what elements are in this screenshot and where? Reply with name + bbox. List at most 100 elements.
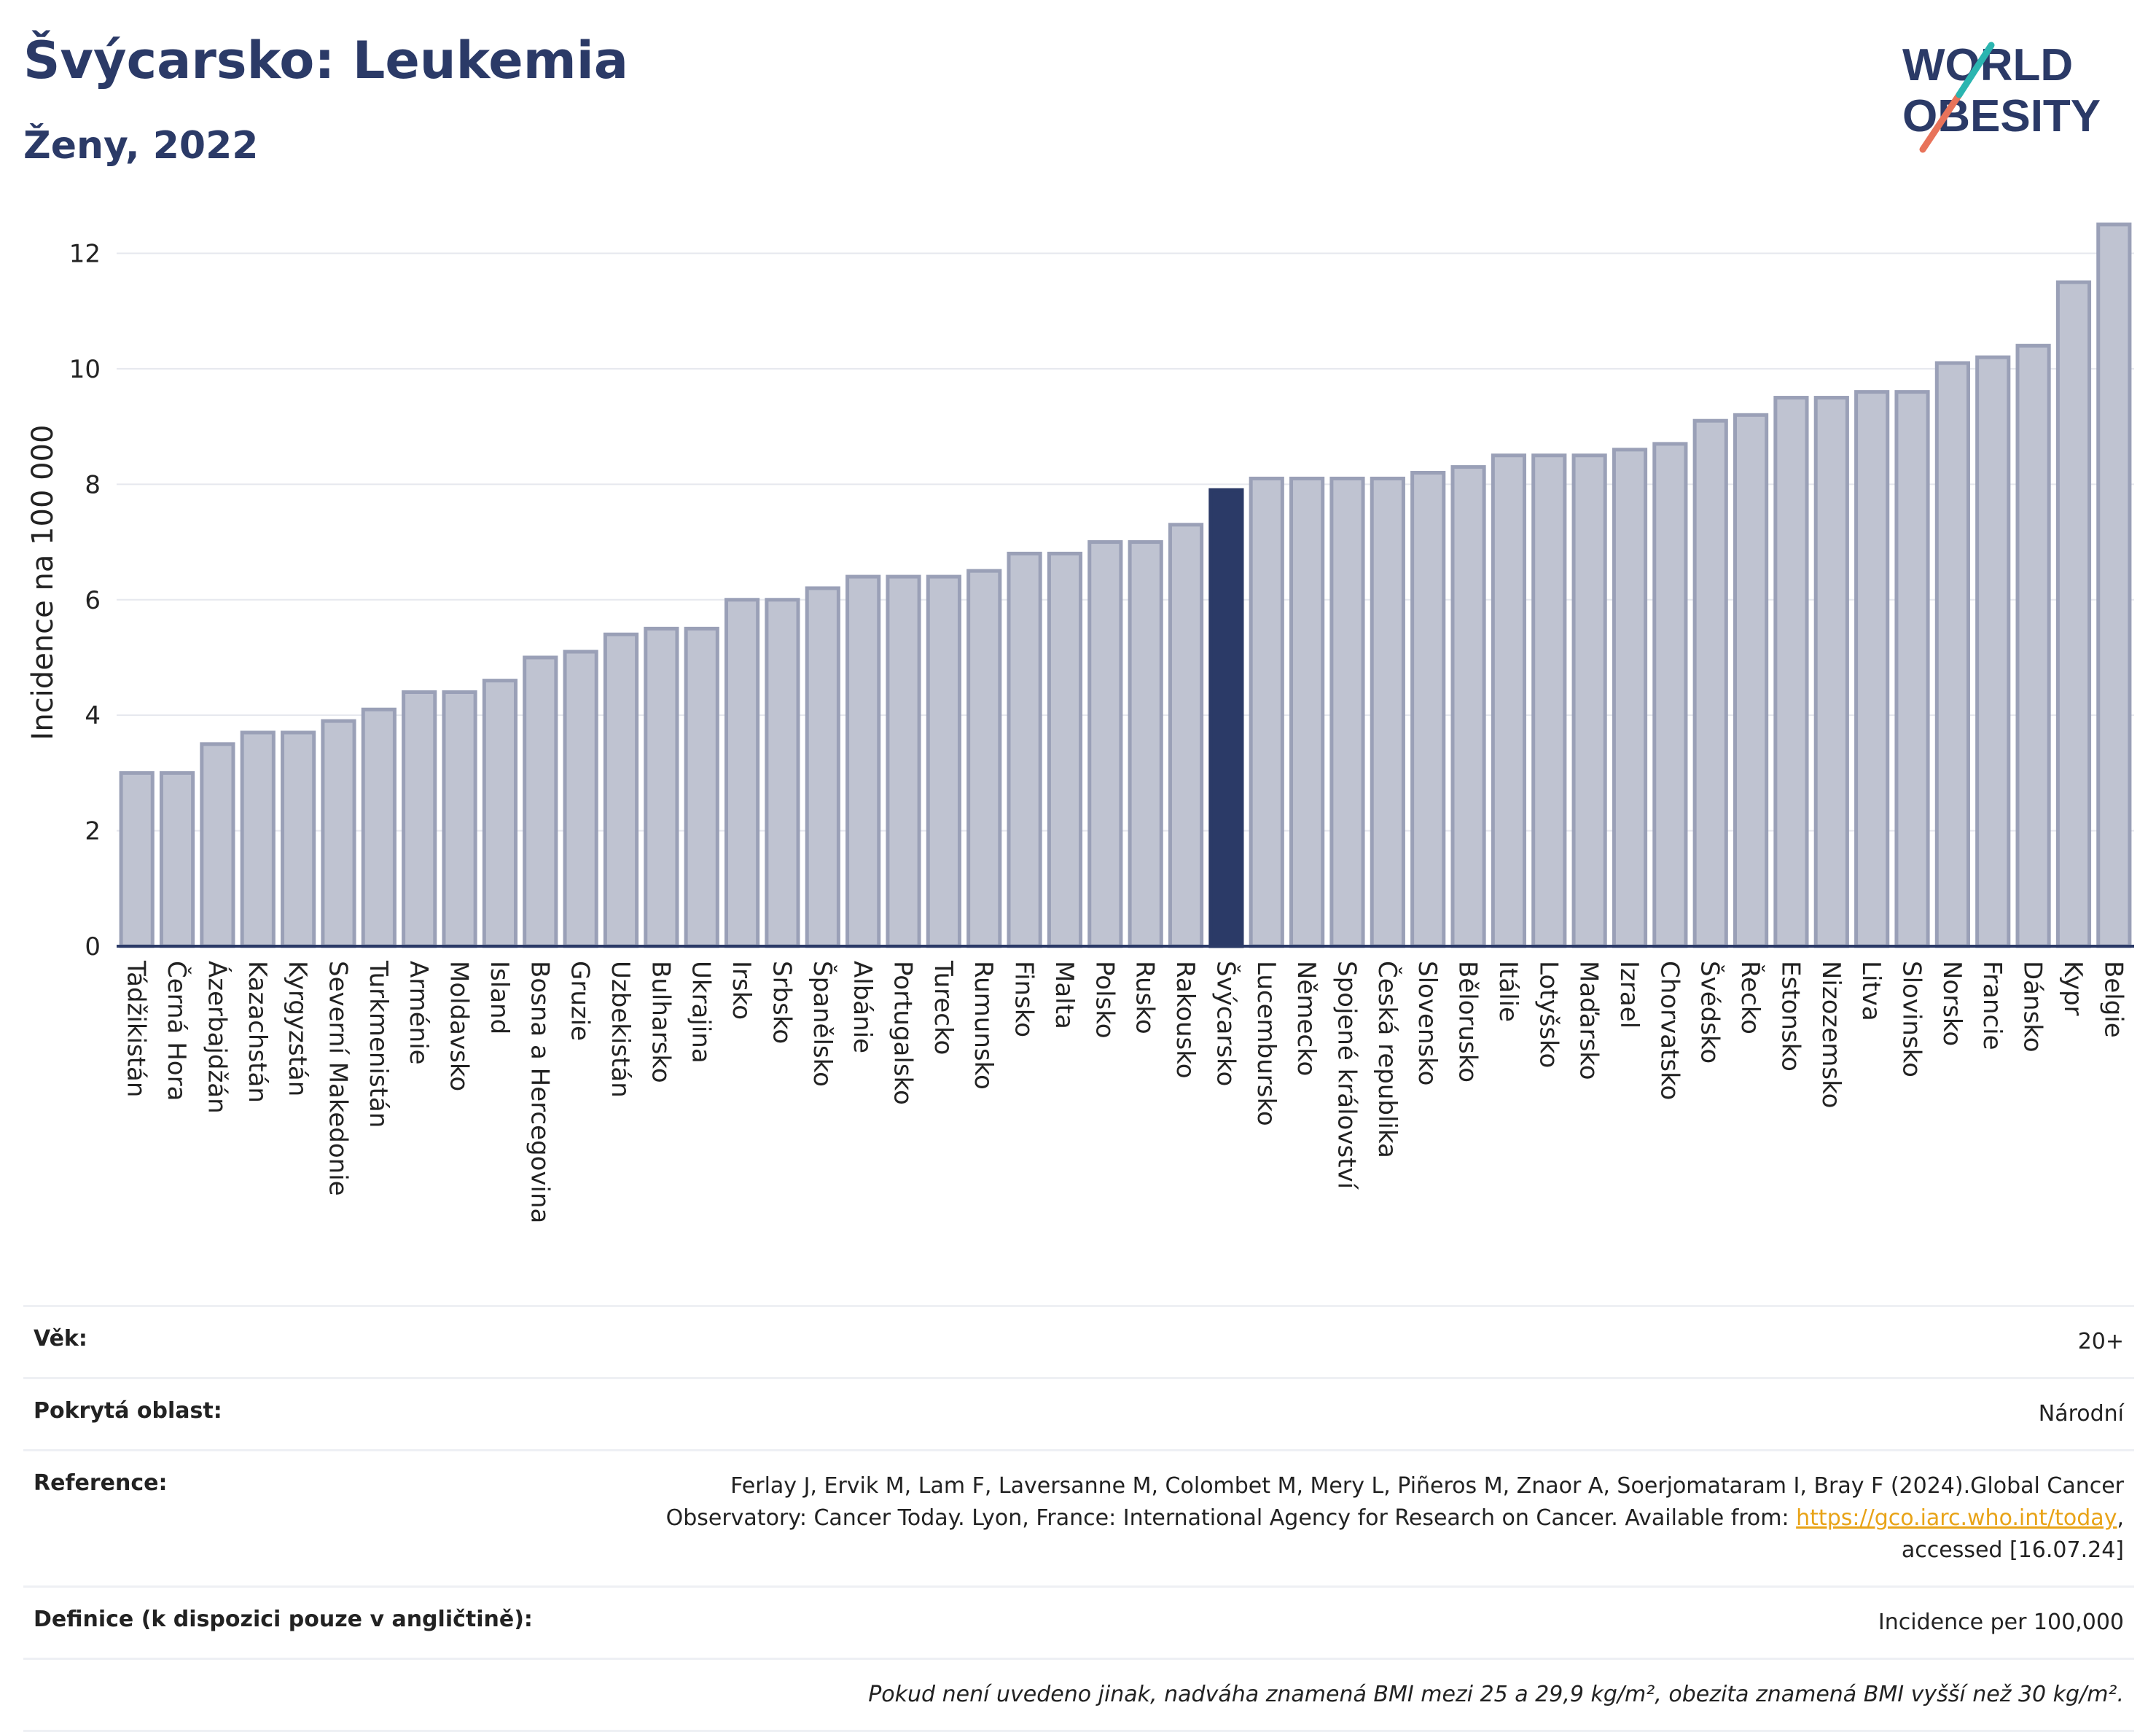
x-tick-label: Slovensko — [1413, 961, 1442, 1085]
x-tick-label: Litva — [1856, 961, 1886, 1021]
definition-value: Incidence per 100,000 — [1878, 1610, 2124, 1635]
x-tick-label: Bosna a Hercegovina — [525, 961, 554, 1223]
x-tick-label: Lucembursko — [1251, 961, 1281, 1126]
x-tick-label: Řecko — [1735, 961, 1765, 1034]
reference-link[interactable]: https://gco.iarc.who.int/today — [1796, 1505, 2117, 1531]
bar-Island[interactable] — [482, 679, 518, 948]
x-tick-label: Bulharsko — [646, 961, 675, 1083]
bar-Polsko[interactable] — [1087, 540, 1123, 948]
logo-slash-red — [1919, 91, 1963, 153]
x-tick-label: Černá Hora — [162, 961, 192, 1101]
bar-Portugalsko[interactable] — [886, 574, 921, 948]
info-row-definition: Definice (k dispozici pouze v angličtině… — [23, 1585, 2134, 1658]
x-tick-label: Albánie — [848, 961, 877, 1053]
x-tick-label: Rumunsko — [969, 961, 998, 1090]
bar-Španělsko[interactable] — [805, 586, 840, 948]
bar-Švédsko[interactable] — [1692, 418, 1728, 948]
x-tick-label: Gruzie — [566, 961, 595, 1041]
x-tick-label: Dánsko — [2018, 961, 2047, 1053]
bar-Spojené království[interactable] — [1329, 476, 1365, 948]
reference-label: Reference: — [34, 1470, 168, 1496]
bar-Německo[interactable] — [1289, 476, 1325, 948]
bar-Slovensko[interactable] — [1410, 471, 1446, 948]
bar-Litva[interactable] — [1854, 390, 1890, 948]
x-tick-label: Norsko — [1937, 961, 1966, 1046]
age-value: 20+ — [2077, 1329, 2124, 1354]
bar-Moldavsko[interactable] — [442, 690, 477, 948]
bar-Bělorusko[interactable] — [1450, 465, 1486, 948]
bar-Tádžikistán[interactable] — [119, 771, 155, 948]
y-axis-label: Incidence na 100 000 — [26, 425, 60, 741]
y-tick-label: 8 — [85, 470, 101, 499]
page-subtitle: Ženy, 2022 — [23, 124, 259, 168]
x-tick-label: Izrael — [1614, 961, 1644, 1029]
x-tick-label: Bělorusko — [1453, 961, 1483, 1082]
bar-Rakousko[interactable] — [1168, 523, 1204, 948]
x-tick-label: Irsko — [727, 961, 756, 1020]
bar-Albánie[interactable] — [845, 574, 881, 948]
bar-Rumunsko[interactable] — [966, 569, 1002, 948]
x-tick-label: Francie — [1977, 961, 2007, 1050]
x-tick-label: Belgie — [2098, 961, 2128, 1038]
bar-Česká republika[interactable] — [1370, 476, 1405, 948]
info-row-area: Pokrytá oblast: Národní — [23, 1377, 2134, 1449]
bar-Izrael[interactable] — [1612, 448, 1648, 948]
bar-Kyrgyzstán[interactable] — [281, 730, 316, 948]
x-tick-label: Švýcarsko — [1211, 961, 1241, 1086]
y-tick-label: 2 — [85, 817, 101, 846]
bar-Kypr[interactable] — [2055, 280, 2092, 948]
bar-Severní Makedonie[interactable] — [321, 719, 356, 948]
x-tick-label: Moldavsko — [445, 961, 474, 1091]
bar-Lotyšsko[interactable] — [1531, 453, 1567, 948]
bar-Chorvatsko[interactable] — [1652, 442, 1688, 948]
bar-Řecko[interactable] — [1733, 413, 1769, 948]
bar-Bosna a Hercegovina[interactable] — [523, 655, 558, 948]
bar-Dánsko[interactable] — [2015, 343, 2051, 948]
info-row-note: Pokud není uvedeno jinak, nadváha znamen… — [23, 1658, 2134, 1732]
bar-Itálie[interactable] — [1491, 453, 1527, 948]
bar-Švýcarsko[interactable] — [1208, 488, 1244, 948]
bar-Finsko[interactable] — [1007, 551, 1042, 948]
bar-Belgie[interactable] — [2096, 222, 2132, 948]
bar-Uzbekistán[interactable] — [603, 632, 639, 948]
logo-slash-teal — [1956, 42, 1995, 98]
bar-Gruzie[interactable] — [563, 650, 598, 948]
bar-Francie[interactable] — [1975, 355, 2011, 948]
x-tick-label: Srbsko — [767, 961, 796, 1044]
bar-Slovinsko[interactable] — [1894, 390, 1930, 948]
bar-Srbsko[interactable] — [765, 598, 800, 948]
bar-Lucembursko[interactable] — [1249, 476, 1284, 948]
bar-Norsko[interactable] — [1934, 361, 1970, 948]
y-tick-label: 4 — [85, 701, 101, 730]
reference-accessed: , accessed [16.07.24] — [1901, 1505, 2124, 1563]
x-tick-label: Spojené království — [1332, 961, 1361, 1190]
y-tick-label: 0 — [85, 932, 101, 961]
bar-Ukrajina[interactable] — [684, 626, 719, 948]
bar-Rusko[interactable] — [1128, 540, 1163, 948]
bar-Ázerbajdžán[interactable] — [200, 742, 235, 948]
x-tick-label: Španělsko — [808, 961, 837, 1087]
bar-Maďarsko[interactable] — [1571, 453, 1607, 948]
info-row-reference: Reference: Ferlay J, Ervik M, Lam F, Lav… — [23, 1449, 2134, 1585]
bar-Kazachstán[interactable] — [240, 730, 276, 948]
x-tick-label: Arménie — [404, 961, 433, 1065]
bar-Malta[interactable] — [1047, 551, 1083, 948]
y-tick-labels: 0 2 4 6 8 10 12 — [69, 240, 101, 961]
x-tick-label: Itálie — [1493, 961, 1523, 1022]
bar-Turkmenistán[interactable] — [361, 707, 397, 948]
bar-Turecko[interactable] — [926, 574, 961, 948]
bar-Bulharsko[interactable] — [644, 626, 679, 948]
x-tick-label: Švédsko — [1695, 961, 1725, 1064]
definition-label: Definice (k dispozici pouze v angličtině… — [34, 1607, 533, 1632]
x-tick-label: Ázerbajdžán — [202, 961, 232, 1114]
bar-Černá Hora[interactable] — [159, 771, 195, 948]
bar-Arménie[interactable] — [402, 690, 437, 948]
bar-chart: 0 2 4 6 8 10 12 Tádžikistán Černá Hora Ázerbajdž… — [26, 222, 2134, 1223]
x-tick-label: Turecko — [929, 960, 958, 1055]
footnote: Pokud není uvedeno jinak, nadváha znamen… — [868, 1682, 2124, 1707]
bar-Nizozemsko[interactable] — [1813, 396, 1849, 948]
bar-Irsko[interactable] — [724, 598, 760, 948]
x-tick-label: Kypr — [2058, 961, 2087, 1016]
x-tick-label: Portugalsko — [888, 961, 918, 1105]
bar-Estonsko[interactable] — [1773, 396, 1809, 948]
